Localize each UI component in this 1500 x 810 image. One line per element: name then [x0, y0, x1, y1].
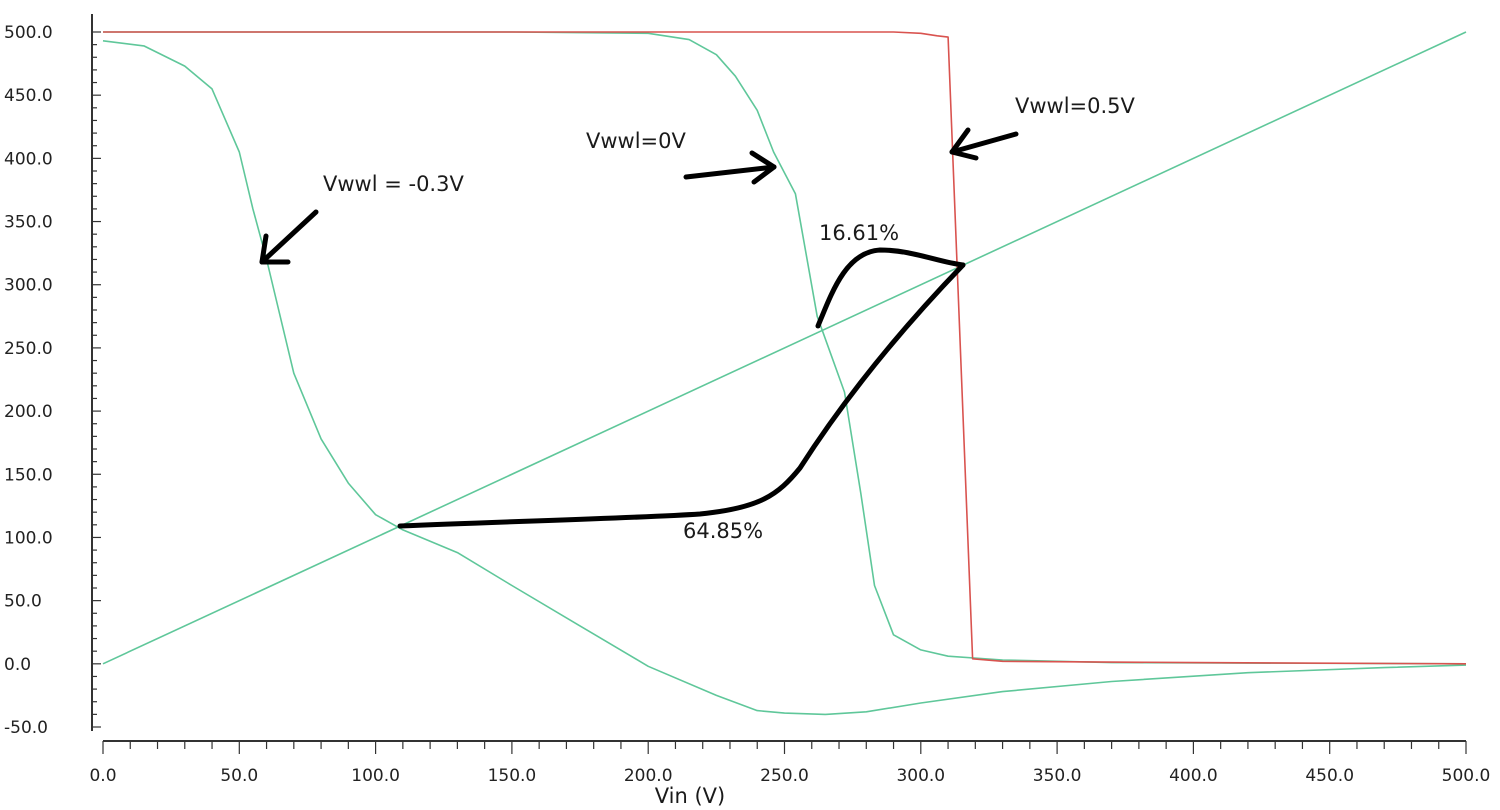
y-tick-label: 150.0 [4, 465, 53, 485]
series-line-2 [103, 31, 1467, 665]
x-axis-title: Vin (V) [655, 784, 725, 808]
series-line-3 [103, 31, 1467, 665]
x-tick-label: 150.0 [488, 766, 537, 786]
x-tick-label: 300.0 [896, 766, 945, 786]
axes: 500.0 450.0 400.0 350.0 300.0 250.0 200.0 150.0… [4, 14, 1490, 786]
x-tick-label: 200.0 [624, 766, 673, 786]
x-tick-label: 0.0 [89, 766, 116, 786]
arrow-vwwl-0-shaft [683, 164, 777, 180]
x-tick-label: 400.0 [1169, 766, 1218, 786]
annotation-vwwl-05: Vwwl=0.5V [1015, 94, 1136, 118]
series-group [102, 31, 1467, 716]
annotation-64-85: 64.85% [683, 519, 763, 543]
x-tick-label: 250.0 [760, 766, 809, 786]
y-tick-label: 300.0 [4, 276, 53, 296]
hand-drawn-markup [259, 127, 1019, 529]
y-tick-label: 50.0 [4, 592, 42, 612]
annotation-16-61: 16.61% [819, 221, 899, 245]
arrow-vwwl-0-head [749, 150, 777, 185]
y-tick-label: 100.0 [4, 528, 53, 548]
x-tick-label: 450.0 [1305, 766, 1354, 786]
annotation-vwwl-neg03: Vwwl = -0.3V [323, 172, 464, 196]
series-line-1 [102, 40, 1467, 716]
arrow-vwwl-neg03-head [259, 233, 291, 265]
arrow-vwwl-neg03-shaft [259, 209, 319, 265]
curve-64-85 [397, 262, 966, 529]
arrow-vwwl-05-shaft [949, 131, 1019, 155]
x-tick-label: 50.0 [220, 766, 258, 786]
annotation-labels: Vwwl = -0.3V Vwwl=0V Vwwl=0.5V 16.61% 64… [323, 94, 1136, 543]
y-tick-label: 0.0 [4, 655, 31, 675]
y-tick-label: 250.0 [4, 339, 53, 359]
y-tick-label: 350.0 [4, 213, 53, 233]
x-tick-label: 100.0 [351, 766, 400, 786]
arrow-vwwl-05-head [949, 127, 979, 161]
curve-16-61 [815, 247, 966, 329]
y-tick-label: 400.0 [4, 149, 53, 169]
y-tick-label: 450.0 [4, 86, 53, 106]
x-tick-label: 350.0 [1033, 766, 1082, 786]
y-tick-label: 200.0 [4, 402, 53, 422]
y-tick-label: 500.0 [4, 23, 53, 43]
y-tick-label: -50.0 [4, 718, 48, 738]
x-tick-label: 500.0 [1442, 766, 1491, 786]
series-line-0 [102, 31, 1467, 665]
annotation-vwwl-0: Vwwl=0V [586, 129, 687, 153]
